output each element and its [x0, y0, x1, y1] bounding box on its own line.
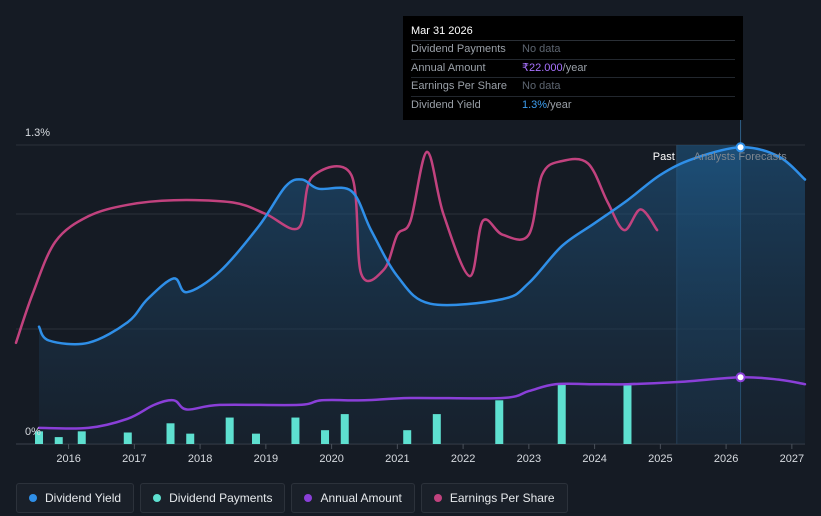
- legend-dot-icon: [304, 494, 313, 502]
- dividend-payment-bar: [557, 384, 566, 444]
- legend-dot-icon: [29, 494, 37, 502]
- tooltip-key: Dividend Payments: [411, 43, 506, 55]
- dividend-yield-area: [39, 147, 805, 445]
- annual-amount-marker: [735, 372, 746, 383]
- x-tick-label: 2023: [517, 453, 541, 465]
- x-tick-label: 2024: [582, 453, 606, 465]
- dividend-payment-bar: [54, 437, 63, 444]
- legend-dot-icon: [153, 494, 162, 502]
- tooltip-value: No data: [522, 43, 561, 55]
- dividend-history-chart: 1.3% 0% 2016 2017 2018 2019 2020 2021 2022 2023 20…: [14, 16, 807, 465]
- x-tick-label: 2019: [254, 453, 278, 465]
- annual-amount-line: [37, 375, 807, 430]
- x-tick-label: 2025: [648, 453, 672, 465]
- x-tick-label: 2027: [780, 453, 804, 465]
- dividend-payment-bar: [623, 384, 632, 444]
- dividend-payments-bars: [35, 384, 632, 444]
- legend-label: Annual Amount: [320, 491, 402, 505]
- legend-label: Dividend Payments: [169, 491, 273, 505]
- tooltip-date: Mar 31 2026: [411, 22, 735, 41]
- x-tick-label: 2016: [56, 453, 80, 465]
- dividend-payment-bar: [225, 417, 234, 444]
- legend-item-earnings-per-share[interactable]: Earnings Per Share: [420, 483, 568, 513]
- earnings-per-share-line: [14, 150, 659, 345]
- dividend-yield-marker: [735, 142, 746, 153]
- legend-dot-icon: [433, 494, 442, 502]
- dividend-payment-bar: [77, 431, 86, 444]
- x-tick-label: 2026: [714, 453, 738, 465]
- dividend-payment-bar: [432, 414, 441, 444]
- tooltip-key: Earnings Per Share: [411, 80, 507, 92]
- past-label: Past: [653, 151, 675, 163]
- dividend-payment-bar: [321, 430, 330, 444]
- tooltip-suffix: /year: [562, 61, 588, 74]
- forecast-label: Analysts Forecasts: [694, 151, 787, 163]
- legend: Dividend Yield Dividend Payments Annual …: [16, 483, 568, 513]
- x-tick-label: 2018: [188, 453, 212, 465]
- tooltip-key: Dividend Yield: [411, 98, 481, 111]
- dividend-yield-line: [37, 146, 807, 346]
- cursor-markers: [735, 142, 746, 383]
- dividend-payment-bar: [186, 433, 195, 444]
- x-tick-label: 2022: [451, 453, 475, 465]
- tooltip: Mar 31 2026 Dividend Payments No data An…: [403, 16, 743, 120]
- legend-item-dividend-payments[interactable]: Dividend Payments: [140, 483, 286, 513]
- tooltip-row-dividend-yield: Dividend Yield 1.3%/year: [411, 97, 735, 115]
- dividend-payment-bar: [403, 430, 412, 444]
- dividend-payment-bar: [166, 423, 175, 444]
- dividend-yield-area-fill: [39, 147, 805, 445]
- tooltip-suffix: /year: [547, 98, 572, 111]
- x-tick-label: 2020: [319, 453, 343, 465]
- legend-label: Dividend Yield: [45, 491, 122, 505]
- tooltip-value: No data: [522, 80, 561, 92]
- tooltip-row-earnings-per-share: Earnings Per Share No data: [411, 78, 735, 97]
- tooltip-value: ₹22.000: [522, 61, 563, 74]
- series-lines: [14, 146, 807, 430]
- x-tick-label: 2021: [385, 453, 409, 465]
- dividend-payment-bar: [123, 432, 132, 444]
- x-axis: 1.3% 0% 2016 2017 2018 2019 2020 2021 2022 2023 20…: [25, 127, 804, 465]
- dividend-payment-bar: [35, 431, 44, 444]
- dividend-payment-bar: [251, 433, 260, 444]
- legend-label: Earnings Per Share: [449, 491, 555, 505]
- dividend-payment-bar: [340, 414, 349, 444]
- dividend-payment-bar: [495, 400, 504, 444]
- legend-item-dividend-yield[interactable]: Dividend Yield: [16, 483, 135, 513]
- dividend-payment-bar: [291, 417, 300, 444]
- tooltip-row-dividend-payments: Dividend Payments No data: [411, 41, 735, 60]
- tooltip-row-annual-amount: Annual Amount ₹22.000/year: [411, 60, 735, 78]
- legend-item-annual-amount[interactable]: Annual Amount: [291, 483, 415, 513]
- tooltip-key: Annual Amount: [411, 61, 486, 74]
- x-tick-label: 2017: [122, 453, 146, 465]
- y-tick-label: 0%: [25, 426, 41, 438]
- tooltip-value: 1.3%: [522, 98, 548, 111]
- y-tick-label: 1.3%: [25, 127, 50, 139]
